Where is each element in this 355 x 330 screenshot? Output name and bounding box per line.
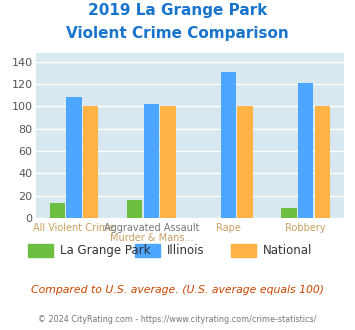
Bar — [160, 106, 176, 218]
Bar — [237, 106, 253, 218]
Bar — [50, 203, 65, 218]
Text: National: National — [263, 244, 312, 257]
Text: Illinois: Illinois — [167, 244, 204, 257]
Text: Compared to U.S. average. (U.S. average equals 100): Compared to U.S. average. (U.S. average … — [31, 285, 324, 295]
Bar — [83, 106, 98, 218]
Bar — [127, 200, 142, 218]
Text: Murder & Mans...: Murder & Mans... — [110, 233, 193, 243]
Text: Rape: Rape — [216, 223, 241, 233]
Text: 2019 La Grange Park: 2019 La Grange Park — [88, 3, 267, 18]
Text: © 2024 CityRating.com - https://www.cityrating.com/crime-statistics/: © 2024 CityRating.com - https://www.city… — [38, 315, 317, 324]
Bar — [143, 104, 159, 218]
Bar — [282, 208, 297, 218]
Text: Aggravated Assault: Aggravated Assault — [104, 223, 199, 233]
Text: All Violent Crime: All Violent Crime — [33, 223, 115, 233]
Bar — [221, 72, 236, 218]
Text: La Grange Park: La Grange Park — [60, 244, 151, 257]
Bar — [66, 97, 82, 218]
Text: Robbery: Robbery — [285, 223, 326, 233]
Text: Violent Crime Comparison: Violent Crime Comparison — [66, 26, 289, 41]
Bar — [298, 83, 313, 218]
Bar — [315, 106, 330, 218]
